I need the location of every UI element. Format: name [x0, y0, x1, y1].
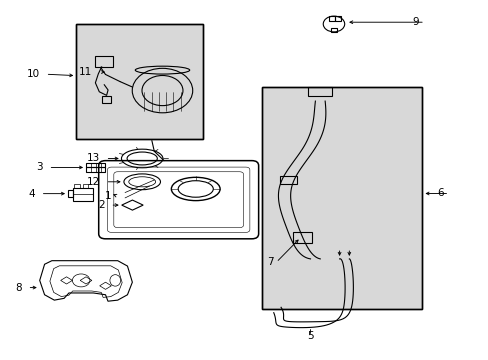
Text: 7: 7	[266, 257, 273, 267]
Text: 1: 1	[105, 191, 112, 201]
Text: 8: 8	[15, 283, 21, 293]
Text: 2: 2	[98, 200, 104, 210]
Text: 3: 3	[36, 162, 42, 172]
Bar	[334, 16, 340, 21]
Bar	[82, 184, 88, 188]
Text: 11: 11	[79, 67, 92, 77]
Bar	[328, 16, 334, 21]
Bar	[330, 28, 337, 32]
Bar	[261, 87, 422, 309]
Text: 9: 9	[411, 17, 418, 27]
Bar	[95, 56, 113, 67]
Bar	[102, 96, 111, 103]
Bar	[74, 184, 80, 188]
Bar	[293, 232, 311, 243]
Bar	[68, 190, 73, 197]
Text: 13: 13	[86, 153, 100, 163]
Bar	[307, 87, 332, 96]
Text: 6: 6	[436, 189, 443, 198]
Bar	[76, 24, 203, 139]
Text: 4: 4	[28, 189, 35, 199]
Bar	[279, 176, 297, 184]
Bar	[86, 167, 104, 172]
Text: 5: 5	[306, 331, 313, 341]
Bar	[86, 163, 104, 167]
Bar	[76, 24, 203, 139]
Bar	[261, 87, 422, 309]
Text: 12: 12	[86, 177, 100, 187]
Bar	[73, 188, 93, 201]
Text: 10: 10	[26, 69, 40, 79]
